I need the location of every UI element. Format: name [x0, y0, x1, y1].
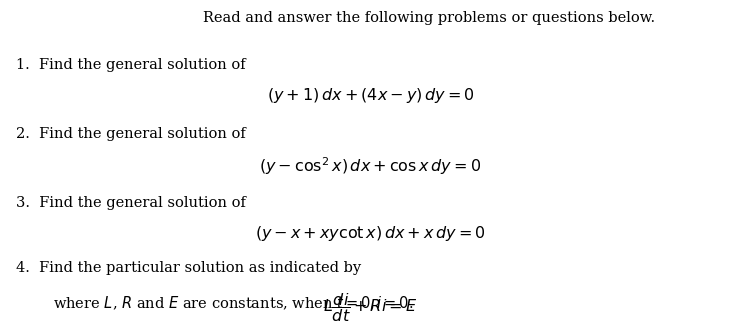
Text: 1.  Find the general solution of: 1. Find the general solution of: [16, 58, 246, 72]
Text: Read and answer the following problems or questions below.: Read and answer the following problems o…: [204, 11, 656, 25]
Text: where $L$, $R$ and $E$ are constants, when $t = 0, i = 0$.: where $L$, $R$ and $E$ are constants, wh…: [53, 294, 413, 312]
Text: 2.  Find the general solution of: 2. Find the general solution of: [16, 127, 246, 141]
Text: 3.  Find the general solution of: 3. Find the general solution of: [16, 196, 246, 210]
Text: $(y - x + xy\cot x)\,dx + x\,dy = 0$: $(y - x + xy\cot x)\,dx + x\,dy = 0$: [255, 224, 486, 243]
Text: $L\dfrac{di}{dt} + Ri = E$: $L\dfrac{di}{dt} + Ri = E$: [323, 291, 418, 324]
Text: 4.  Find the particular solution as indicated by: 4. Find the particular solution as indic…: [16, 261, 362, 276]
Text: $(y+1)\,dx + (4x - y)\,dy = 0$: $(y+1)\,dx + (4x - y)\,dy = 0$: [267, 86, 474, 105]
Text: $(y - \cos^2 x)\,dx + \cos x\,dy = 0$: $(y - \cos^2 x)\,dx + \cos x\,dy = 0$: [259, 155, 482, 177]
